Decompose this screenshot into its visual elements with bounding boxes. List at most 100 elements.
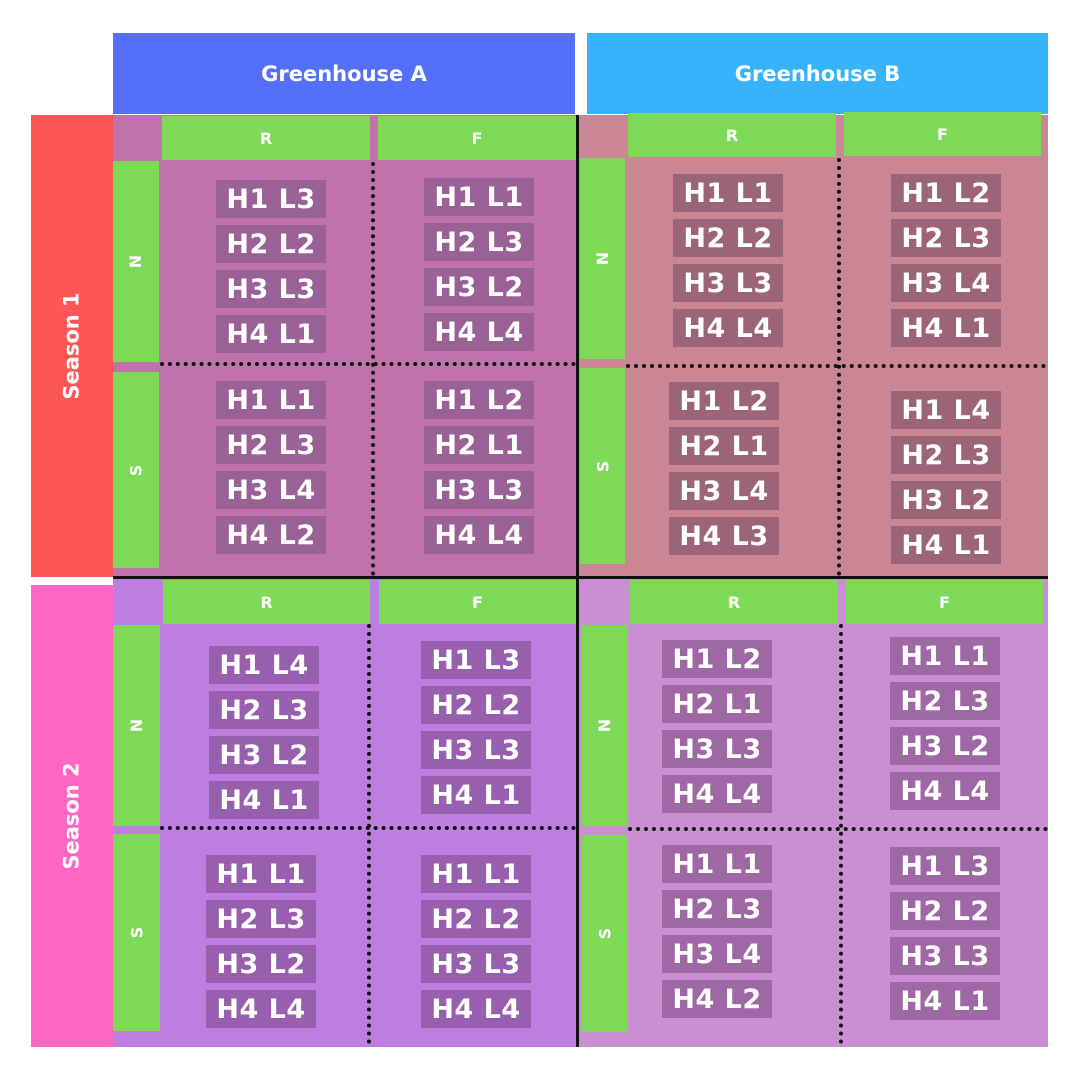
plot-item: H4 L4 — [890, 772, 1000, 810]
cell-s2-b-n-f: H1 L1 H2 L3 H3 L2 H4 L4 — [890, 637, 1000, 810]
s1-a-r-header: R — [162, 116, 370, 160]
plot-item: H1 L3 — [216, 180, 326, 218]
plot-item: H2 L3 — [424, 223, 534, 261]
plot-item: H1 L3 — [890, 847, 1000, 885]
plot-item: H4 L1 — [421, 776, 531, 814]
cell-s2-b-s-r: H1 L1 H2 L3 H3 L4 H4 L2 — [662, 845, 772, 1018]
plot-item: H4 L1 — [216, 315, 326, 353]
cell-s1-b-n-f: H1 L2 H2 L3 H3 L4 H4 L1 — [891, 174, 1001, 347]
s2-a-f-header: F — [379, 580, 576, 624]
s1-b-n-label: N — [580, 158, 625, 359]
plot-item: H3 L2 — [890, 727, 1000, 765]
plot-item: H4 L4 — [673, 309, 783, 347]
greenhouse-a-header: Greenhouse A — [113, 33, 575, 114]
season-divider — [113, 576, 1048, 579]
s-text: S — [593, 460, 612, 472]
plot-item: H1 L1 — [216, 381, 326, 419]
plot-item: H3 L3 — [424, 471, 534, 509]
plot-item: H1 L2 — [424, 381, 534, 419]
season-1-label: Season 1 — [60, 292, 84, 400]
s1-a-s-label: S — [113, 372, 159, 568]
plot-item: H1 L2 — [662, 640, 772, 678]
s-text: S — [595, 927, 615, 940]
plot-item: H3 L2 — [424, 268, 534, 306]
plot-item: H2 L2 — [421, 686, 531, 724]
plot-item: H4 L3 — [669, 517, 779, 555]
season-2-label: Season 2 — [60, 762, 84, 870]
plot-item: H1 L1 — [662, 845, 772, 883]
s2-b-s-label: S — [582, 835, 628, 1032]
cell-s2-a-s-r: H1 L1 H2 L3 H3 L2 H4 L4 — [206, 855, 316, 1028]
s2-a-n-label: N — [113, 625, 160, 826]
plot-item: H4 L4 — [424, 313, 534, 351]
cell-s2-b-n-r: H1 L2 H2 L1 H3 L3 H4 L4 — [662, 640, 772, 813]
cell-s2-b-s-f: H1 L3 H2 L2 H3 L3 H4 L1 — [890, 847, 1000, 1020]
cell-s1-a-n-f: H1 L1 H2 L3 H3 L2 H4 L4 — [424, 178, 534, 351]
plot-item: H3 L3 — [662, 730, 772, 768]
plot-item: H4 L1 — [891, 309, 1001, 347]
plot-item: H2 L1 — [669, 427, 779, 465]
s-text: S — [127, 926, 146, 939]
plot-item: H1 L1 — [424, 178, 534, 216]
divider-s2-a-v — [367, 624, 371, 1044]
plot-item: H4 L4 — [206, 990, 316, 1028]
cell-s1-b-n-r: H1 L1 H2 L2 H3 L3 H4 L4 — [673, 174, 783, 347]
plot-item: H1 L2 — [669, 382, 779, 420]
cell-s1-b-s-f: H1 L4 H2 L3 H3 L2 H4 L1 — [891, 391, 1001, 564]
plot-item: H2 L2 — [216, 225, 326, 263]
greenhouse-divider — [576, 115, 579, 1047]
s2-a-r-header: R — [163, 580, 370, 624]
s2-b-n-label: N — [582, 625, 628, 826]
plot-item: H3 L3 — [673, 264, 783, 302]
plot-item: H3 L2 — [206, 945, 316, 983]
s1-a-f-header: F — [378, 116, 576, 160]
plot-item: H1 L1 — [421, 855, 531, 893]
plot-item: H2 L3 — [891, 219, 1001, 257]
plot-item: H2 L2 — [421, 900, 531, 938]
plot-item: H3 L4 — [891, 264, 1001, 302]
plot-item: H2 L3 — [216, 426, 326, 464]
plot-item: H4 L4 — [421, 990, 531, 1028]
s1-b-f-header: F — [844, 112, 1041, 156]
plot-item: H3 L4 — [216, 471, 326, 509]
plot-item: H2 L3 — [209, 691, 319, 729]
plot-item: H4 L2 — [662, 980, 772, 1018]
plot-item: H3 L2 — [209, 736, 319, 774]
s2-a-s-label: S — [113, 834, 160, 1031]
n-text: N — [592, 251, 612, 266]
n-text: N — [126, 254, 146, 269]
plot-item: H3 L4 — [669, 472, 779, 510]
plot-item: H2 L3 — [662, 890, 772, 928]
plot-item: H4 L4 — [662, 775, 772, 813]
plot-item: H2 L1 — [662, 685, 772, 723]
plot-item: H1 L3 — [421, 641, 531, 679]
cell-s1-a-s-f: H1 L2 H2 L1 H3 L3 H4 L4 — [424, 381, 534, 554]
plot-item: H4 L1 — [890, 982, 1000, 1020]
greenhouse-b-header: Greenhouse B — [587, 33, 1048, 114]
plot-item: H1 L2 — [891, 174, 1001, 212]
plot-item: H3 L4 — [662, 935, 772, 973]
plot-item: H2 L3 — [890, 682, 1000, 720]
season-2-header: Season 2 — [31, 585, 113, 1047]
divider-s1-a-v — [371, 162, 375, 576]
s1-a-n-label: N — [113, 161, 159, 362]
cell-s2-a-n-f: H1 L3 H2 L2 H3 L3 H4 L1 — [421, 641, 531, 814]
plot-item: H2 L2 — [890, 892, 1000, 930]
s1-b-r-header: R — [628, 113, 836, 157]
plot-item: H2 L3 — [891, 436, 1001, 474]
cell-s2-a-s-f: H1 L1 H2 L2 H3 L3 H4 L4 — [421, 855, 531, 1028]
plot-item: H3 L2 — [891, 481, 1001, 519]
s-text: S — [126, 464, 146, 476]
cell-s1-a-s-r: H1 L1 H2 L3 H3 L4 H4 L2 — [216, 381, 326, 554]
plot-item: H1 L1 — [673, 174, 783, 212]
plot-item: H1 L4 — [891, 391, 1001, 429]
plot-item: H1 L1 — [890, 637, 1000, 675]
plot-item: H4 L1 — [891, 526, 1001, 564]
s2-b-r-header: R — [630, 580, 838, 624]
plot-item: H4 L2 — [216, 516, 326, 554]
n-text: N — [595, 718, 615, 733]
divider-s2-b-h — [628, 827, 1048, 831]
divider-s1-a-h — [160, 362, 576, 366]
plot-item: H2 L1 — [424, 426, 534, 464]
plot-item: H4 L1 — [209, 781, 319, 819]
